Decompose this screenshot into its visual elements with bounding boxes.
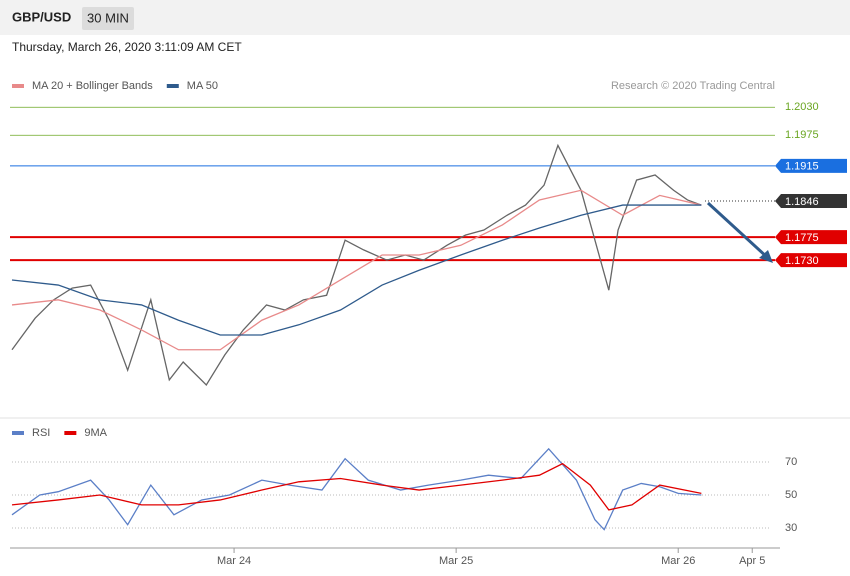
interval-badge: [82, 7, 134, 30]
y-tick-label: 30: [785, 522, 797, 534]
level-badge: [775, 253, 847, 268]
interval: 30 MIN: [87, 10, 129, 25]
series-line: [11, 447, 702, 531]
y-tick-label: 70: [785, 456, 797, 468]
level-badge: [775, 158, 847, 173]
arrow-head: [759, 250, 773, 263]
forecast-arrow: [706, 201, 770, 260]
plot: 1.2030 1.1975 1.1915 1.1846 1.1775 1.1730 MA 2…: [10, 80, 847, 567]
legend-swatch: [64, 431, 77, 435]
legend-label: RSI: [32, 427, 50, 439]
level-label: 1.2030: [785, 101, 819, 113]
x-tick-label: Mar 25: [439, 555, 473, 567]
level-badge: [775, 193, 847, 208]
source: Research © 2020 Trading Central: [611, 80, 775, 92]
x-tick-label: Mar 24: [217, 555, 251, 567]
y-tick-label: 50: [785, 489, 797, 501]
x-tick-label: Mar 26: [661, 555, 695, 567]
series-line: [11, 204, 702, 336]
level-label: 1.1775: [785, 232, 819, 244]
series-line: [11, 189, 702, 351]
series-line: [11, 462, 702, 511]
legend-label: MA 50: [187, 80, 218, 92]
x-tick-label: Apr 5: [739, 555, 765, 567]
legend-label: MA 20 + Bollinger Bands: [32, 80, 153, 92]
symbol: GBP/USD: [12, 9, 71, 24]
timestamp: Thursday, March 26, 2020 3:11:09 AM CET: [12, 40, 242, 54]
legend-swatch: [12, 431, 24, 435]
legend-swatch: [12, 84, 24, 88]
level-badge: [775, 230, 847, 245]
series-line: [11, 143, 702, 386]
level-label: 1.1730: [785, 255, 819, 267]
legend-label: 9MA: [84, 427, 107, 439]
level-label: 1.1975: [785, 129, 819, 141]
header-bar: [0, 0, 850, 35]
level-label: 1.1846: [785, 196, 819, 208]
level-label: 1.1915: [785, 161, 819, 173]
legend-swatch: [166, 84, 179, 88]
